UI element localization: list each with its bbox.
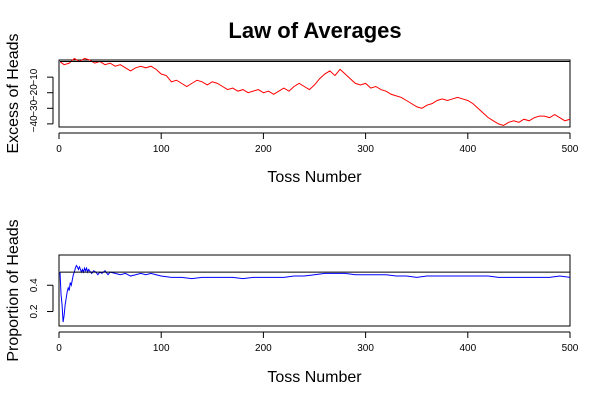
x-tick-label: 300 [357,343,374,354]
y-tick-label: −30 [29,99,40,116]
x-tick-label: 400 [459,343,476,354]
y-axis-title: Proportion of Heads [5,219,22,361]
plot-frame [58,254,571,327]
x-tick-label: 400 [459,144,476,155]
y-tick-label: −40 [29,115,40,132]
x-tick-label: 100 [153,144,170,155]
y-tick-label: −20 [29,84,40,101]
x-tick-label: 200 [255,343,272,354]
x-tick-label: 300 [357,144,374,155]
y-axis-title: Excess of Heads [5,33,22,153]
x-tick-label: 0 [56,144,62,155]
excess-of-heads-panel: 0 100 200 300 400 500 −10−20−30−40 Toss Number E… [5,33,579,186]
x-tick-label: 100 [153,343,170,354]
x-tick-label: 500 [562,144,579,155]
y-tick-label: −10 [29,68,40,85]
x-axis-title: Toss Number [267,169,362,186]
x-tick-label: 200 [255,144,272,155]
plot-frame [58,59,571,128]
series-line [59,57,571,126]
series-line [59,264,571,323]
y-tick-label: 0.4 [29,278,40,292]
figure-title: Law of Averages [228,18,401,43]
proportion-of-heads-panel: 0 100 200 300 400 500 0.2 0.4 Toss Number Proport… [5,219,579,386]
x-axis-title: Toss Number [267,369,362,386]
x-tick-label: 0 [56,343,62,354]
x-tick-label: 500 [562,343,579,354]
y-tick-label: 0.2 [29,304,40,318]
